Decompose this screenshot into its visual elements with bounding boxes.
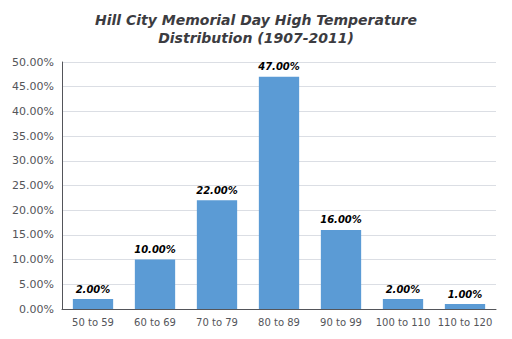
svg-text:25.00%: 25.00%: [12, 179, 54, 192]
svg-text:Distribution (1907-2011): Distribution (1907-2011): [158, 30, 354, 46]
svg-text:0.00%: 0.00%: [19, 303, 54, 316]
svg-text:1.00%: 1.00%: [448, 289, 483, 300]
svg-text:2.00%: 2.00%: [386, 284, 421, 295]
svg-text:100 to 110: 100 to 110: [376, 317, 431, 328]
svg-text:22.00%: 22.00%: [196, 185, 238, 196]
svg-text:30.00%: 30.00%: [12, 154, 54, 167]
svg-text:60 to 69: 60 to 69: [134, 317, 176, 328]
svg-text:2.00%: 2.00%: [76, 284, 111, 295]
svg-text:Hill City Memorial Day High Te: Hill City Memorial Day High Temperature: [95, 12, 417, 28]
svg-text:10.00%: 10.00%: [12, 253, 54, 266]
svg-text:15.00%: 15.00%: [12, 228, 54, 241]
svg-text:47.00%: 47.00%: [257, 61, 300, 72]
svg-text:90 to 99: 90 to 99: [320, 317, 362, 328]
svg-text:40.00%: 40.00%: [12, 105, 54, 118]
svg-text:35.00%: 35.00%: [12, 130, 54, 143]
svg-text:50.00%: 50.00%: [12, 56, 54, 69]
svg-text:50 to 59: 50 to 59: [72, 317, 114, 328]
svg-text:16.00%: 16.00%: [320, 214, 362, 225]
svg-text:20.00%: 20.00%: [12, 204, 54, 217]
svg-text:110 to 120: 110 to 120: [438, 317, 493, 328]
svg-text:5.00%: 5.00%: [19, 278, 54, 291]
svg-text:45.00%: 45.00%: [12, 80, 54, 93]
svg-text:10.00%: 10.00%: [134, 244, 176, 255]
svg-text:80 to 89: 80 to 89: [258, 317, 300, 328]
svg-text:70 to 79: 70 to 79: [196, 317, 238, 328]
